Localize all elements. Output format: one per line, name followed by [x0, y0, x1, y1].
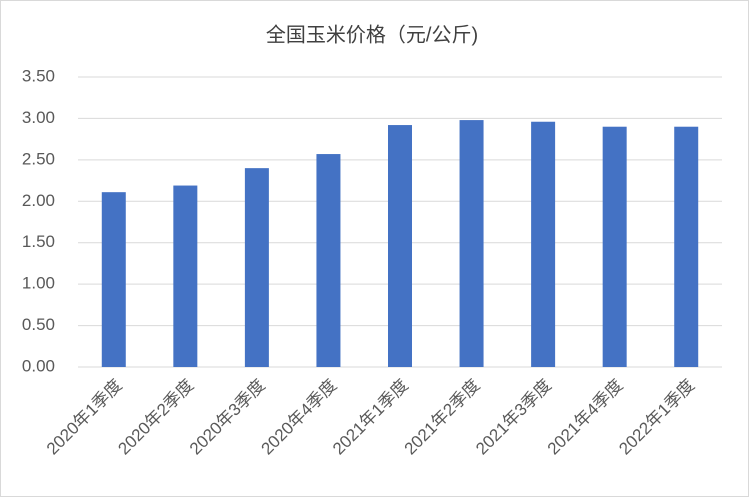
bar: [602, 126, 627, 367]
bar: [244, 168, 269, 367]
y-tick-label: 3.00: [22, 108, 55, 127]
bar: [388, 125, 412, 367]
bar: [531, 121, 556, 367]
bar: [173, 185, 198, 367]
bar: [674, 126, 699, 367]
bar: [459, 120, 484, 367]
bar: [316, 154, 341, 367]
y-tick-label: 2.00: [22, 191, 55, 210]
chart-title: 全国玉米价格（元/公斤): [266, 23, 478, 46]
y-tick-label: 0.50: [22, 315, 55, 334]
bar: [101, 192, 126, 367]
y-tick-label: 0.00: [22, 356, 55, 375]
y-tick-label: 2.50: [22, 149, 55, 168]
y-tick-label: 3.50: [22, 66, 55, 85]
y-tick-label: 1.00: [22, 274, 55, 293]
y-tick-label: 1.50: [22, 232, 55, 251]
